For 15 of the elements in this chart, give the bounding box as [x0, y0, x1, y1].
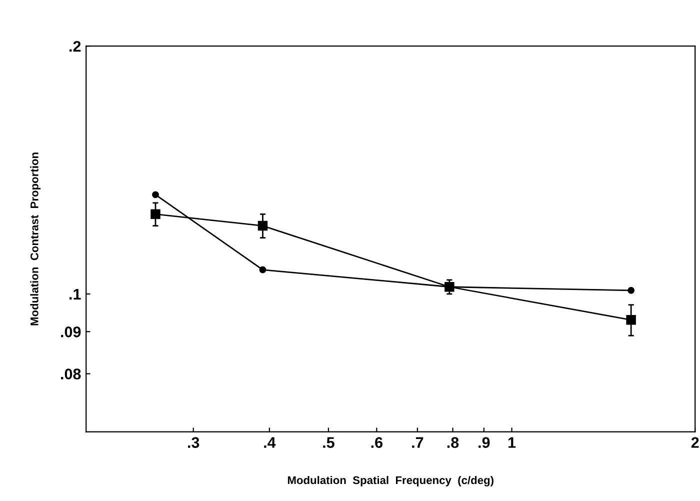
x-tick-label: .5: [323, 437, 334, 448]
x-tick-label: .7: [412, 437, 424, 448]
x-tick-label: .4: [264, 437, 276, 448]
x-tick-label: .9: [478, 437, 490, 448]
y-tick-label: .09: [61, 326, 81, 338]
x-tick-label: .6: [371, 437, 382, 448]
y-tick-label: .1: [70, 288, 81, 300]
x-axis-title: Modulation Spatial Frequency (c/deg): [288, 476, 494, 486]
x-tick-label: 2: [691, 437, 699, 448]
x-tick-label: 1: [508, 437, 516, 448]
x-tick-label: .3: [188, 437, 200, 448]
y-tick-label: .2: [70, 40, 81, 52]
y-axis-title: Modulation Contrast Proportion: [30, 152, 41, 326]
x-tick-label: .8: [447, 437, 459, 448]
y-tick-label: .08: [61, 368, 81, 380]
